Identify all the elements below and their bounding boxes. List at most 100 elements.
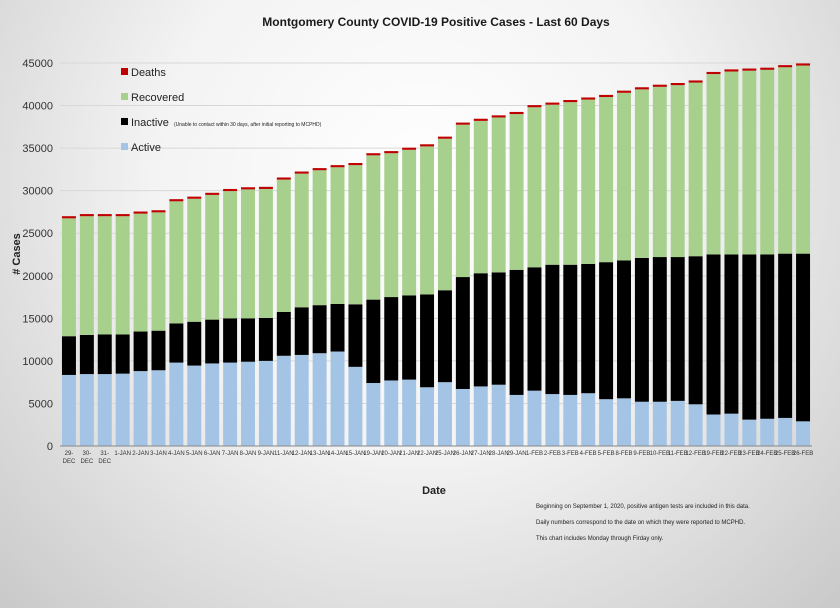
y-tick-label: 0 [47, 441, 53, 453]
bar-segment-recovered [223, 191, 238, 319]
bar-segment-recovered [617, 92, 631, 261]
bar-segment-recovered [688, 82, 703, 257]
bar-segment-recovered [187, 198, 202, 322]
bar-segment-deaths [330, 165, 345, 168]
bar-segment-recovered [330, 167, 345, 304]
x-tick-label: 31-DEC [98, 451, 111, 465]
x-tick-label: 1-JAN [114, 451, 131, 457]
bar-segment-active [617, 398, 631, 446]
bar-segment-active [223, 362, 238, 446]
x-tick-label: 5-JAN [186, 451, 203, 457]
bar-segment-active [61, 374, 76, 446]
x-tick-label: 27-JAN [471, 451, 491, 457]
bar-segment-active [348, 366, 363, 446]
bar-segment-recovered [151, 212, 166, 331]
x-tick-label: 2-FEB [544, 451, 561, 457]
x-tick-label: 4-JAN [168, 451, 185, 457]
bar-segment-inactive [563, 264, 578, 395]
bar-segment-inactive [652, 257, 667, 402]
bar-segment-deaths [778, 65, 793, 68]
x-tick-label: 28-JAN [489, 451, 509, 457]
bar-segment-inactive [420, 294, 435, 388]
bar-segment-recovered [545, 104, 560, 265]
bar-segment-active [384, 380, 399, 446]
bar-segment-recovered [97, 216, 112, 335]
bar-segment-inactive [491, 272, 506, 385]
legend-swatch-active [121, 143, 128, 150]
x-tick-label: 13-JAN [310, 451, 330, 457]
bar-segment-deaths [760, 67, 775, 70]
y-axis-ticks: 0 5000 10000 15000 20000 25000 30000 35000 40000… [22, 58, 53, 453]
bar-segment-inactive [187, 321, 202, 366]
bar-segment-active [599, 399, 614, 446]
bar-segment-inactive [61, 336, 76, 375]
bar-segment-deaths [742, 68, 757, 71]
bar-segment-recovered [652, 86, 667, 258]
bar-segment-deaths [366, 153, 381, 156]
y-tick-label: 45000 [22, 58, 53, 70]
bar-segment-active [509, 394, 524, 446]
bar-segment-deaths [706, 71, 721, 75]
bar-segment-active [115, 373, 130, 446]
bar-segment-inactive [151, 330, 166, 371]
chart-title: Montgomery County COVID-19 Positive Case… [262, 15, 610, 29]
bar-segment-deaths [97, 214, 112, 217]
bar-segment-inactive [79, 334, 94, 375]
x-tick-label: 7-JAN [222, 451, 239, 457]
bar-segment-inactive [384, 297, 399, 381]
bar-segment-deaths [796, 63, 811, 66]
x-tick-label: 23-FEB [739, 451, 759, 457]
bar-segment-active [455, 388, 470, 446]
bar-segment-deaths [491, 115, 506, 118]
bar-segment-inactive [330, 303, 345, 352]
bar-segment-inactive [133, 331, 148, 372]
bar-segment-recovered [115, 216, 130, 335]
bar-segment-deaths [563, 100, 578, 103]
bar-segment-inactive [437, 290, 452, 383]
bar-segment-deaths [634, 87, 649, 90]
bar-segment-inactive [634, 257, 649, 402]
bar-segment-inactive [670, 257, 685, 401]
x-tick-label: 30-DEC [81, 451, 94, 465]
bar-segment-inactive [312, 305, 327, 354]
bar-segment-inactive [599, 262, 614, 400]
y-tick-label: 5000 [29, 398, 53, 410]
bar-segment-recovered [796, 65, 811, 254]
bar-segment-deaths [151, 210, 166, 213]
bar-segment-deaths [437, 136, 452, 139]
bar-segment-active [420, 387, 435, 446]
legend: Deaths Recovered Inactive (Unable to con… [121, 67, 322, 154]
bar-segment-recovered [473, 120, 488, 274]
y-tick-label: 35000 [22, 143, 53, 155]
bar-segment-inactive [509, 269, 524, 395]
x-tick-label: 22-JAN [417, 451, 437, 457]
bar-segment-recovered [742, 70, 757, 255]
bar-segment-recovered [205, 194, 220, 320]
x-tick-label: 15-JAN [345, 451, 365, 457]
x-tick-label: 11-FEB [668, 451, 688, 457]
bar-segment-deaths [169, 199, 184, 202]
bar-segment-active [79, 374, 94, 446]
bar-segment-recovered [276, 179, 291, 312]
bar-segment-active [97, 374, 112, 446]
bar-segment-active [670, 400, 685, 446]
bar-segment-recovered [312, 170, 327, 306]
bar-segment-recovered [420, 146, 435, 295]
footnote-1: Beginning on September 1, 2020, positive… [536, 504, 750, 510]
x-tick-label: 11-JAN [274, 451, 294, 457]
y-tick-label: 25000 [22, 228, 53, 240]
bar-segment-deaths [223, 188, 238, 192]
bar-segment-deaths [599, 94, 614, 98]
bar-segment-deaths [348, 163, 363, 166]
legend-swatch-inactive [121, 118, 128, 125]
bar-segment-deaths [276, 177, 291, 180]
bar-segment-deaths [455, 122, 470, 125]
bar-segment-recovered [706, 74, 721, 255]
bar-segment-recovered [402, 149, 417, 296]
y-axis-title: # Cases [11, 233, 23, 275]
bar-segment-inactive [276, 311, 291, 356]
bar-segment-deaths [473, 118, 488, 121]
bar-segment-inactive [258, 317, 273, 361]
bar-segment-deaths [581, 97, 596, 100]
